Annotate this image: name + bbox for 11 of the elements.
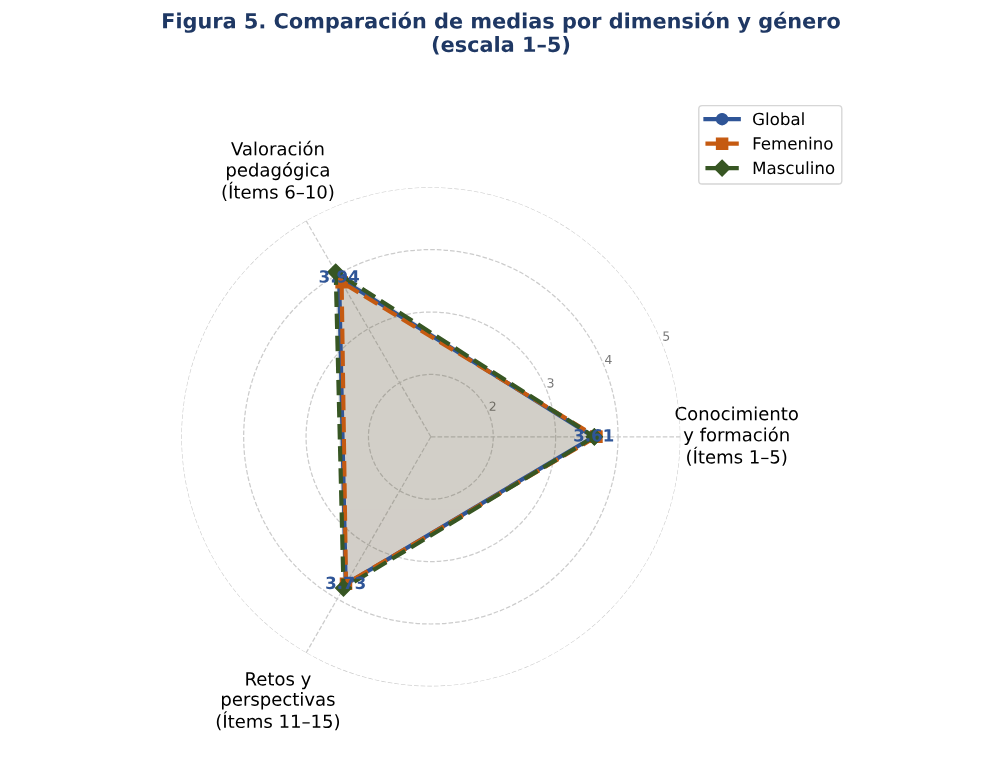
y-tick-label: 5 bbox=[663, 331, 670, 341]
spoke-label: Conocimiento y formación (Ítems 1–5) bbox=[675, 406, 798, 466]
y-tick-label: 3 bbox=[547, 378, 554, 388]
legend-label: Masculino bbox=[753, 161, 835, 175]
legend-label: Femenino bbox=[753, 136, 833, 150]
spoke-label: Valoración pedagógica (Ítems 6–10) bbox=[222, 140, 334, 201]
chart-title: Figura 5. Comparación de medias por dimensión y género (escala 1–5) bbox=[163, 11, 840, 55]
spoke-label: Retos y perspectivas (Ítems 11–15) bbox=[216, 672, 340, 731]
y-tick-label: 2 bbox=[489, 401, 496, 411]
legend-label: Global bbox=[753, 112, 804, 126]
y-tick-label: 4 bbox=[605, 354, 612, 365]
